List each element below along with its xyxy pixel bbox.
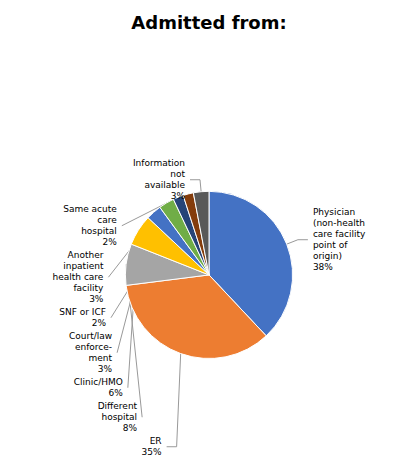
svg-text:ER: ER <box>150 436 162 446</box>
svg-text:available: available <box>144 180 185 190</box>
svg-text:(non-health: (non-health <box>313 218 365 228</box>
svg-text:8%: 8% <box>123 423 138 433</box>
svg-text:enforce-: enforce- <box>75 342 112 352</box>
svg-text:hospital: hospital <box>81 226 117 236</box>
svg-text:care: care <box>97 215 117 225</box>
svg-text:3%: 3% <box>89 294 104 304</box>
svg-text:facility: facility <box>73 283 104 293</box>
svg-text:health care: health care <box>53 272 104 282</box>
svg-text:2%: 2% <box>103 237 118 247</box>
svg-text:38%: 38% <box>313 262 333 272</box>
svg-text:6%: 6% <box>109 388 124 398</box>
svg-text:origin): origin) <box>313 251 342 261</box>
svg-text:ment: ment <box>89 353 113 363</box>
svg-text:35%: 35% <box>142 447 162 457</box>
svg-text:3%: 3% <box>98 364 113 374</box>
svg-text:SNF or ICF: SNF or ICF <box>59 307 106 317</box>
svg-text:3%: 3% <box>171 191 186 201</box>
svg-text:Admitted from:: Admitted from: <box>131 12 286 33</box>
svg-text:inpatient: inpatient <box>63 261 104 271</box>
svg-text:Same acute: Same acute <box>63 204 117 214</box>
svg-text:Different: Different <box>98 401 138 411</box>
svg-text:Clinic/HMO: Clinic/HMO <box>74 377 123 387</box>
svg-text:not: not <box>170 169 185 179</box>
svg-text:Court/law: Court/law <box>69 331 112 341</box>
svg-text:point of: point of <box>313 240 348 250</box>
svg-text:hospital: hospital <box>101 412 137 422</box>
svg-text:Another: Another <box>68 250 104 260</box>
svg-text:Information: Information <box>133 158 185 168</box>
svg-text:Physician: Physician <box>313 207 355 217</box>
svg-text:care facility: care facility <box>313 229 366 239</box>
svg-text:2%: 2% <box>92 318 107 328</box>
